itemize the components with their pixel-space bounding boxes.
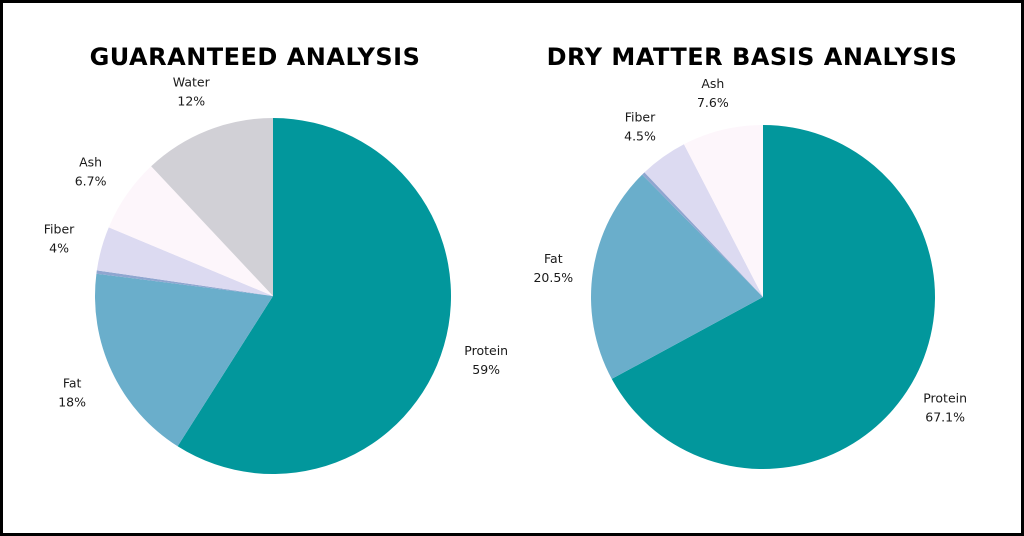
slice-name-protein: Protein bbox=[464, 343, 508, 358]
slice-name-fat: Fat bbox=[63, 376, 82, 391]
pie-dry-matter-analysis: Protein 67.1% Fat 20.5% Fiber 4.5% Ash 7.6% bbox=[533, 76, 967, 470]
slice-value-ash: 7.6% bbox=[697, 95, 729, 110]
slice-name-fat: Fat bbox=[544, 251, 563, 266]
pie-slice-fat bbox=[95, 273, 273, 447]
slice-label-fat: Fat 20.5% bbox=[533, 251, 573, 285]
slice-value-water: 12% bbox=[177, 94, 205, 109]
slice-label-ash: Ash 6.7% bbox=[75, 154, 107, 188]
slice-label-ash: Ash 7.6% bbox=[697, 76, 729, 110]
pie-slice-protein bbox=[611, 125, 936, 470]
slice-value-fat: 20.5% bbox=[533, 270, 573, 285]
slice-label-protein: Protein 67.1% bbox=[923, 390, 967, 424]
slice-name-fiber: Fiber bbox=[625, 109, 656, 124]
chart-title-guaranteed: GUARANTEED ANALYSIS bbox=[90, 43, 421, 71]
chart-title-dry-matter: DRY MATTER BASIS ANALYSIS bbox=[547, 43, 958, 71]
pie-slice-ash bbox=[108, 166, 273, 296]
slice-value-fat: 18% bbox=[58, 395, 86, 410]
pie-slice-water bbox=[151, 118, 273, 296]
pie-slice-fiber bbox=[96, 227, 273, 296]
slice-label-fiber: Fiber 4.5% bbox=[624, 109, 656, 143]
pie-slice-ash bbox=[683, 125, 763, 297]
slice-label-fiber: Fiber 4% bbox=[44, 222, 75, 256]
pie-slice-fiber bbox=[644, 144, 763, 297]
slice-name-protein: Protein bbox=[923, 390, 967, 405]
slice-value-fiber: 4% bbox=[49, 241, 69, 256]
pie-slice-protein bbox=[177, 118, 451, 474]
slice-name-fiber: Fiber bbox=[44, 222, 75, 237]
slice-value-protein: 59% bbox=[472, 362, 500, 377]
slice-label-water: Water 12% bbox=[173, 75, 211, 109]
slice-label-protein: Protein 59% bbox=[464, 343, 508, 377]
pie-slice-unnamed bbox=[642, 172, 763, 297]
pie-slice-fat bbox=[591, 174, 763, 379]
slice-name-water: Water bbox=[173, 75, 211, 90]
slice-label-fat: Fat 18% bbox=[58, 376, 86, 410]
slice-value-protein: 67.1% bbox=[925, 409, 965, 424]
slice-name-ash: Ash bbox=[79, 154, 102, 169]
slice-value-ash: 6.7% bbox=[75, 173, 107, 188]
slice-name-ash: Ash bbox=[701, 76, 724, 91]
pie-slice-unnamed bbox=[96, 270, 273, 296]
pie-guaranteed-analysis: Protein 59% Fat 18% Fiber 4% Ash 6.7% Water 12% bbox=[44, 75, 508, 474]
slice-value-fiber: 4.5% bbox=[624, 128, 656, 143]
